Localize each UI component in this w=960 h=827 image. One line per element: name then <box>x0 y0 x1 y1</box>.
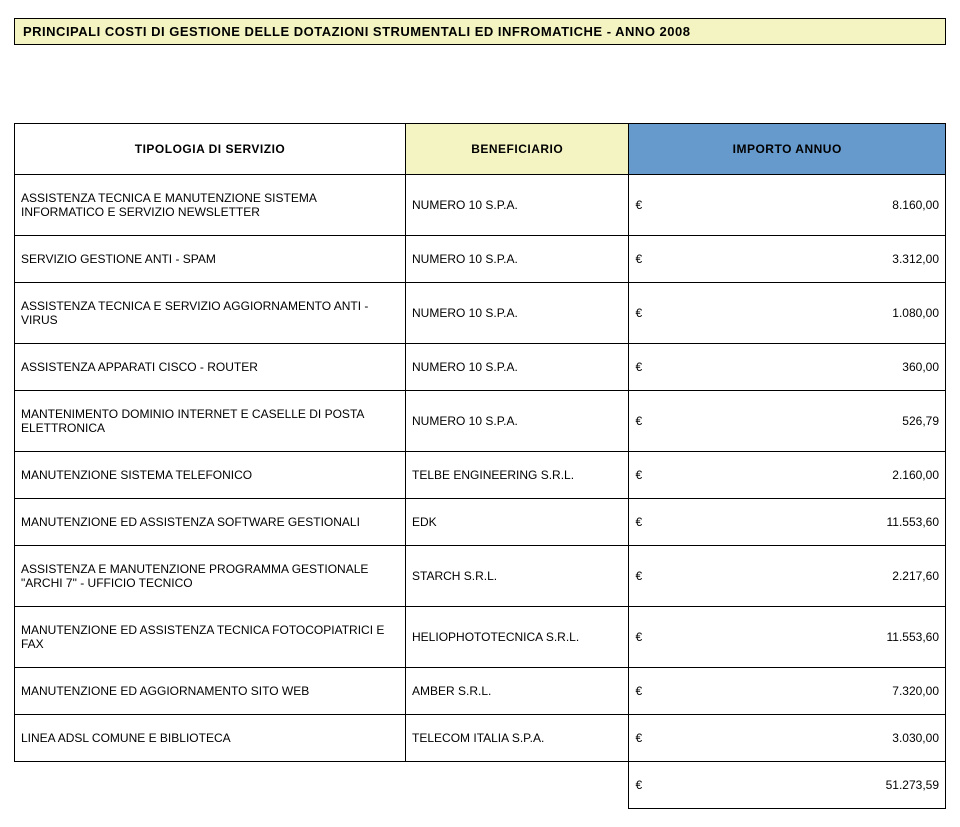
table-row: ASSISTENZA E MANUTENZIONE PROGRAMMA GEST… <box>15 546 946 607</box>
cell-amount: €2.217,60 <box>629 546 946 607</box>
costs-table: TIPOLOGIA DI SERVIZIO BENEFICIARIO IMPOR… <box>14 123 946 809</box>
cell-service: ASSISTENZA TECNICA E MANUTENZIONE SISTEM… <box>15 175 406 236</box>
cell-beneficiary: AMBER S.R.L. <box>406 668 629 715</box>
cell-total: €51.273,59 <box>629 762 946 809</box>
cell-amount: €11.553,60 <box>629 607 946 668</box>
table-row: MANUTENZIONE ED AGGIORNAMENTO SITO WEBAM… <box>15 668 946 715</box>
cell-beneficiary: NUMERO 10 S.P.A. <box>406 391 629 452</box>
cell-service: MANUTENZIONE ED ASSISTENZA TECNICA FOTOC… <box>15 607 406 668</box>
cell-service: MANUTENZIONE ED ASSISTENZA SOFTWARE GEST… <box>15 499 406 546</box>
cell-amount: €8.160,00 <box>629 175 946 236</box>
cell-service: SERVIZIO GESTIONE ANTI - SPAM <box>15 236 406 283</box>
cell-amount: €360,00 <box>629 344 946 391</box>
cell-service: ASSISTENZA APPARATI CISCO - ROUTER <box>15 344 406 391</box>
table-body: ASSISTENZA TECNICA E MANUTENZIONE SISTEM… <box>15 175 946 809</box>
table-header-row: TIPOLOGIA DI SERVIZIO BENEFICIARIO IMPOR… <box>15 124 946 175</box>
header-beneficiary: BENEFICIARIO <box>406 124 629 175</box>
cell-amount: €7.320,00 <box>629 668 946 715</box>
cell-beneficiary: NUMERO 10 S.P.A. <box>406 344 629 391</box>
table-row: ASSISTENZA TECNICA E SERVIZIO AGGIORNAME… <box>15 283 946 344</box>
cell-beneficiary: EDK <box>406 499 629 546</box>
header-service: TIPOLOGIA DI SERVIZIO <box>15 124 406 175</box>
cell-beneficiary: STARCH S.R.L. <box>406 546 629 607</box>
cell-amount: €2.160,00 <box>629 452 946 499</box>
table-row: MANUTENZIONE ED ASSISTENZA SOFTWARE GEST… <box>15 499 946 546</box>
table-row: ASSISTENZA APPARATI CISCO - ROUTERNUMERO… <box>15 344 946 391</box>
cell-service: MANUTENZIONE ED AGGIORNAMENTO SITO WEB <box>15 668 406 715</box>
cell-service: LINEA ADSL COMUNE E BIBLIOTECA <box>15 715 406 762</box>
cell-service: ASSISTENZA E MANUTENZIONE PROGRAMMA GEST… <box>15 546 406 607</box>
cell-beneficiary: HELIOPHOTOTECNICA S.R.L. <box>406 607 629 668</box>
cell-amount: €11.553,60 <box>629 499 946 546</box>
cell-service: ASSISTENZA TECNICA E SERVIZIO AGGIORNAME… <box>15 283 406 344</box>
page-title: PRINCIPALI COSTI DI GESTIONE DELLE DOTAZ… <box>14 18 946 45</box>
cell-amount: €3.312,00 <box>629 236 946 283</box>
table-row: MANUTENZIONE SISTEMA TELEFONICOTELBE ENG… <box>15 452 946 499</box>
cell-beneficiary: TELBE ENGINEERING S.R.L. <box>406 452 629 499</box>
cell-service: MANUTENZIONE SISTEMA TELEFONICO <box>15 452 406 499</box>
cell-beneficiary: TELECOM ITALIA S.P.A. <box>406 715 629 762</box>
cell-beneficiary: NUMERO 10 S.P.A. <box>406 236 629 283</box>
cell-amount: €3.030,00 <box>629 715 946 762</box>
cell-beneficiary: NUMERO 10 S.P.A. <box>406 175 629 236</box>
table-row: LINEA ADSL COMUNE E BIBLIOTECATELECOM IT… <box>15 715 946 762</box>
table-row: MANTENIMENTO DOMINIO INTERNET E CASELLE … <box>15 391 946 452</box>
spacer <box>14 45 946 123</box>
cell-amount: €526,79 <box>629 391 946 452</box>
cell-amount: €1.080,00 <box>629 283 946 344</box>
table-row: SERVIZIO GESTIONE ANTI - SPAMNUMERO 10 S… <box>15 236 946 283</box>
table-row: MANUTENZIONE ED ASSISTENZA TECNICA FOTOC… <box>15 607 946 668</box>
cell-service: MANTENIMENTO DOMINIO INTERNET E CASELLE … <box>15 391 406 452</box>
table-total-row: €51.273,59 <box>15 762 946 809</box>
header-amount: IMPORTO ANNUO <box>629 124 946 175</box>
table-row: ASSISTENZA TECNICA E MANUTENZIONE SISTEM… <box>15 175 946 236</box>
cell-beneficiary: NUMERO 10 S.P.A. <box>406 283 629 344</box>
